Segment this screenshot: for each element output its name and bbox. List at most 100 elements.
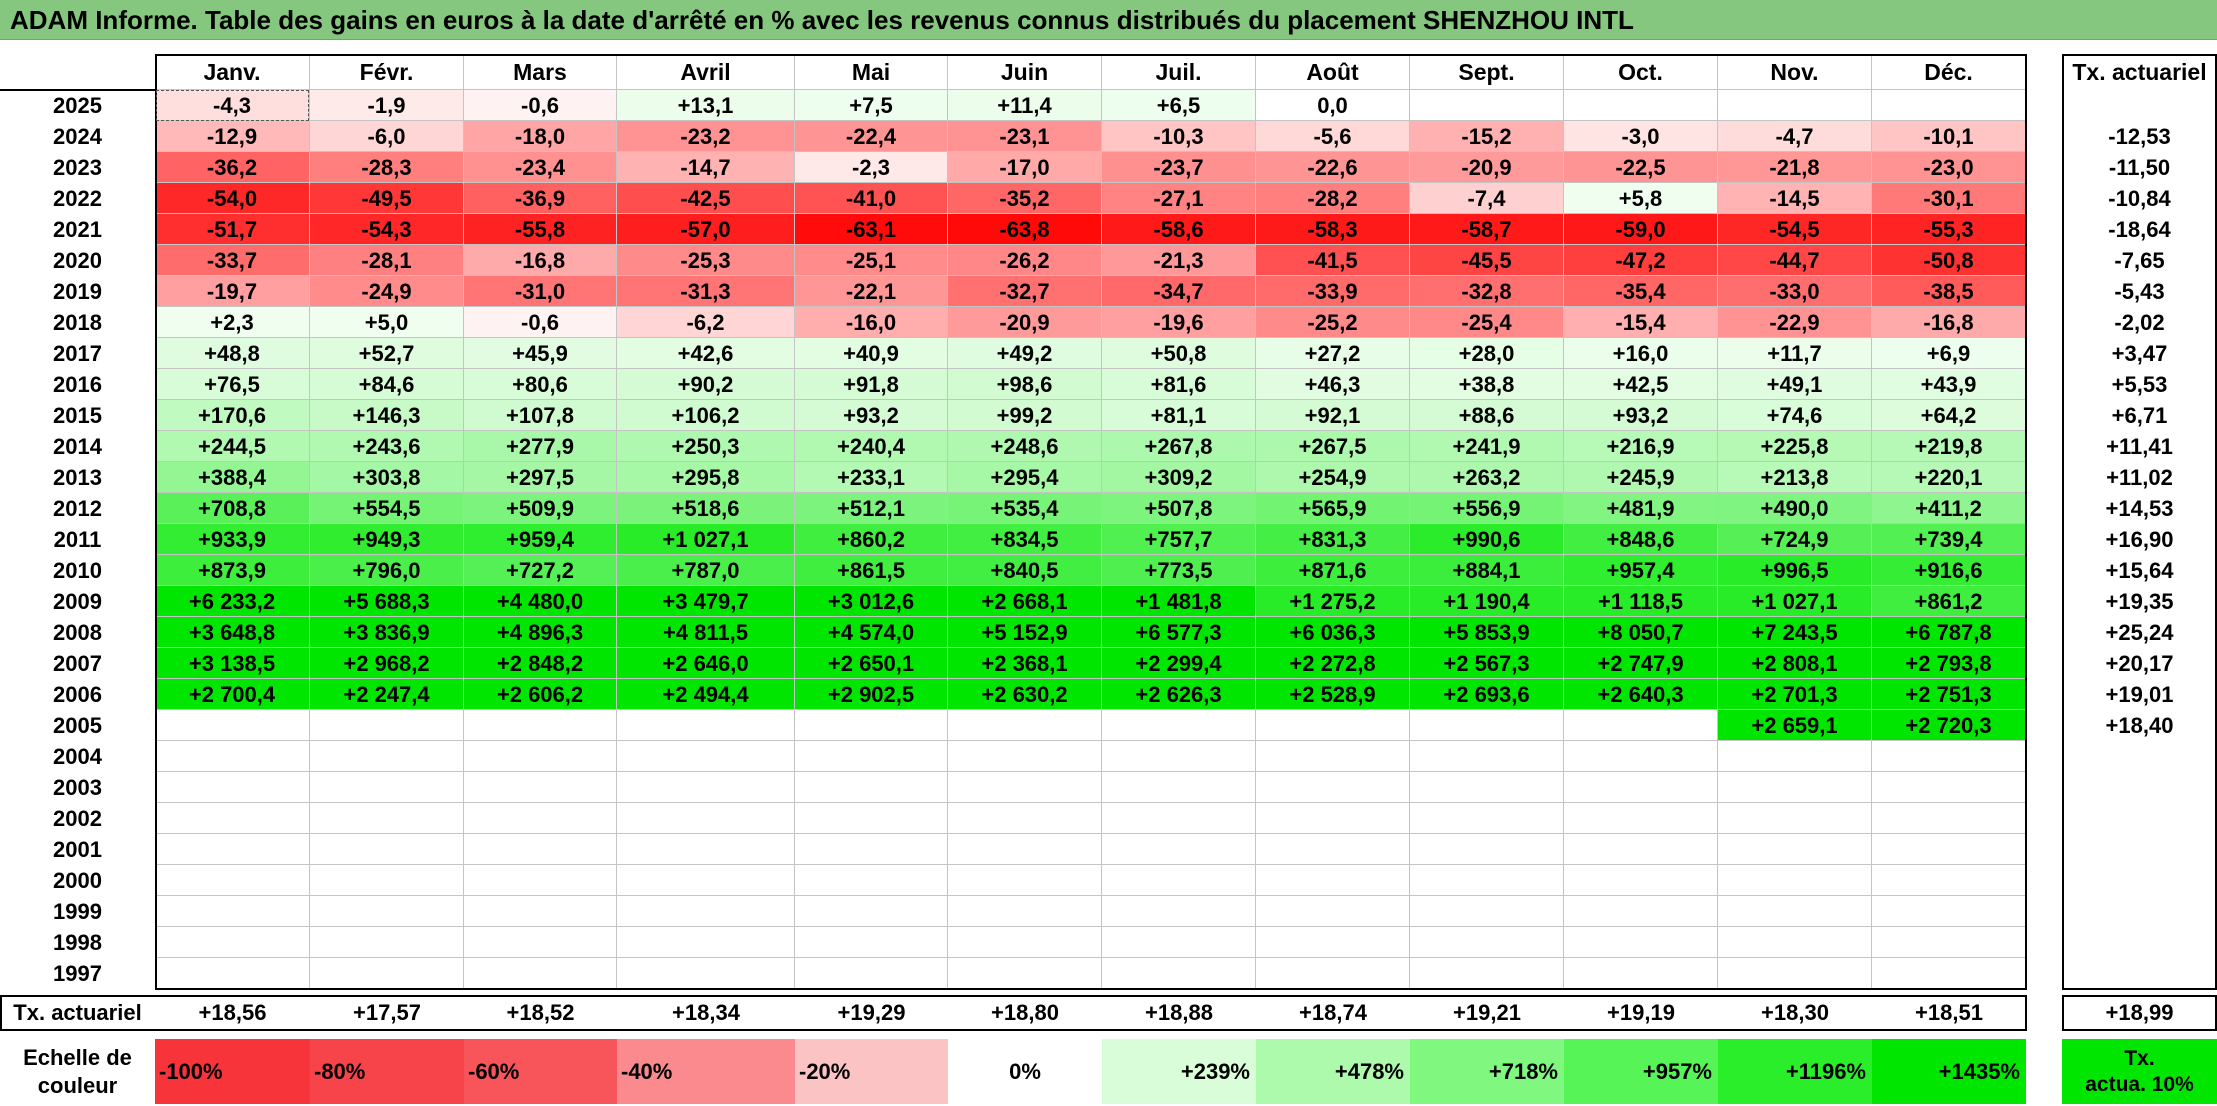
gain-cell: -58,6 <box>1102 214 1256 245</box>
gain-cell: +106,2 <box>617 400 795 431</box>
gain-cell: -55,3 <box>1872 214 2026 245</box>
gain-cell <box>155 896 310 927</box>
gain-cell: +1 481,8 <box>1102 586 1256 617</box>
gain-cell: +509,9 <box>464 493 617 524</box>
tx-actuariel-value: -5,43 <box>2062 276 2217 307</box>
gain-cell <box>1256 741 1410 772</box>
gain-cell: +2 701,3 <box>1718 679 1872 710</box>
gain-cell: +834,5 <box>948 524 1102 555</box>
gain-cell <box>1256 927 1410 958</box>
gain-cell: -32,8 <box>1410 276 1564 307</box>
gain-cell <box>1872 90 2026 121</box>
month-header: Avril <box>617 54 795 90</box>
gain-cell: +873,9 <box>155 555 310 586</box>
gain-cell: +2 968,2 <box>310 648 464 679</box>
gain-cell: +220,1 <box>1872 462 2026 493</box>
gain-cell <box>1718 958 1872 989</box>
gain-cell: +840,5 <box>948 555 1102 586</box>
gain-cell <box>1102 865 1256 896</box>
gain-cell: +554,5 <box>310 493 464 524</box>
tx-actuariel-value: +5,53 <box>2062 369 2217 400</box>
gain-cell: +74,6 <box>1718 400 1872 431</box>
gain-cell <box>1410 865 1564 896</box>
gain-cell: -41,0 <box>795 183 948 214</box>
gain-cell: +219,8 <box>1872 431 2026 462</box>
gain-cell: +490,0 <box>1718 493 1872 524</box>
gain-cell: -18,0 <box>464 121 617 152</box>
gain-cell <box>795 710 948 741</box>
year-label: 2019 <box>53 279 102 304</box>
gain-cell: +3 138,5 <box>155 648 310 679</box>
gain-cell: +91,8 <box>795 369 948 400</box>
gain-cell <box>1564 927 1718 958</box>
gain-cell: +45,9 <box>464 338 617 369</box>
gain-cell: +518,6 <box>617 493 795 524</box>
gain-cell <box>310 803 464 834</box>
gain-cell <box>1872 927 2026 958</box>
gain-cell: -58,7 <box>1410 214 1564 245</box>
footer-tx-value: +18,74 <box>1256 995 1410 1031</box>
footer-tx-value: +17,57 <box>310 995 464 1031</box>
gain-cell <box>155 927 310 958</box>
scale-swatch-label: +957% <box>1642 1058 1712 1084</box>
gain-cell: -22,6 <box>1256 152 1410 183</box>
gain-cell: +949,3 <box>310 524 464 555</box>
gain-cell: +2 640,3 <box>1564 679 1718 710</box>
year-label: 1998 <box>53 930 102 955</box>
gain-cell: +233,1 <box>795 462 948 493</box>
year-label: 2017 <box>53 341 102 366</box>
gain-cell: +773,5 <box>1102 555 1256 586</box>
gain-cell <box>464 803 617 834</box>
gain-cell <box>1256 710 1410 741</box>
gain-cell: +2 368,1 <box>948 648 1102 679</box>
gain-cell: +2 793,8 <box>1872 648 2026 679</box>
month-header: Août <box>1256 54 1410 90</box>
gain-cell <box>795 927 948 958</box>
gain-cell: +884,1 <box>1410 555 1564 586</box>
year-label: 2002 <box>53 806 102 831</box>
gain-cell: +11,7 <box>1718 338 1872 369</box>
gain-cell: -1,9 <box>310 90 464 121</box>
gain-cell: +3 836,9 <box>310 617 464 648</box>
gain-cell: +3 648,8 <box>155 617 310 648</box>
tx-actuariel-value <box>2062 865 2217 896</box>
gain-cell: +2 747,9 <box>1564 648 1718 679</box>
footer-tx-value: +18,56 <box>155 995 310 1031</box>
gain-cell: +2 700,4 <box>155 679 310 710</box>
scale-swatch: -40% <box>617 1039 795 1104</box>
gain-cell: -28,3 <box>310 152 464 183</box>
gain-cell: +245,9 <box>1564 462 1718 493</box>
gain-cell: +861,2 <box>1872 586 2026 617</box>
gain-cell: -49,5 <box>310 183 464 214</box>
gain-cell <box>1102 710 1256 741</box>
gain-cell: +1 190,4 <box>1410 586 1564 617</box>
gain-cell: -12,9 <box>155 121 310 152</box>
gain-cell: +88,6 <box>1410 400 1564 431</box>
gain-cell: +42,6 <box>617 338 795 369</box>
gain-cell: +241,9 <box>1410 431 1564 462</box>
year-label: 2000 <box>53 868 102 893</box>
gain-cell: +2 272,8 <box>1256 648 1410 679</box>
gain-cell: +6 233,2 <box>155 586 310 617</box>
year-label: 2011 <box>53 527 102 552</box>
gain-cell: -16,8 <box>1872 307 2026 338</box>
gain-cell: -30,1 <box>1872 183 2026 214</box>
gain-cell: +2 751,3 <box>1872 679 2026 710</box>
gain-cell <box>1102 741 1256 772</box>
gain-cell <box>1564 741 1718 772</box>
gain-cell: -14,5 <box>1718 183 1872 214</box>
gain-cell <box>1410 90 1564 121</box>
footer-tx-value: +19,21 <box>1410 995 1564 1031</box>
gain-cell <box>948 710 1102 741</box>
year-label: 2006 <box>53 682 102 707</box>
gain-cell <box>310 865 464 896</box>
gain-cell <box>1718 834 1872 865</box>
gain-cell: +2 668,1 <box>948 586 1102 617</box>
tx-actuariel-value <box>2062 803 2217 834</box>
gain-cell: -28,2 <box>1256 183 1410 214</box>
gain-cell: +48,8 <box>155 338 310 369</box>
gain-cell <box>1564 834 1718 865</box>
gain-cell: -33,0 <box>1718 276 1872 307</box>
tx-actuariel-value <box>2062 741 2217 772</box>
month-header: Oct. <box>1564 54 1718 90</box>
